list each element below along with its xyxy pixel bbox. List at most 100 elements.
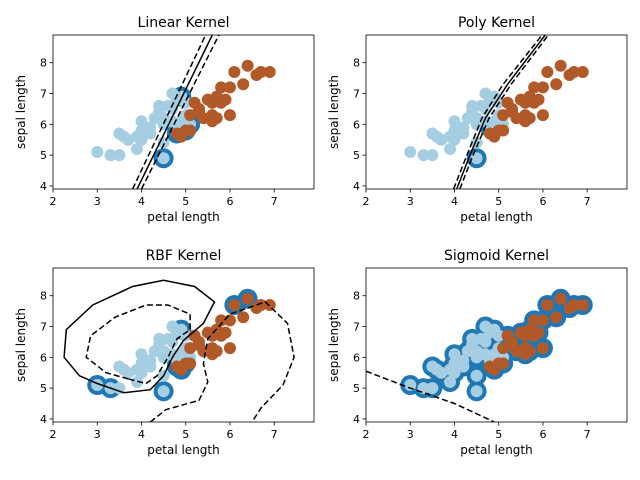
data-point-class-b: [554, 292, 567, 305]
data-point-class-a: [470, 385, 483, 398]
chart-panel-2: 2 3 4 5 6 7 4 5 6 7 8 Poly Kernel petal length sepal …: [327, 15, 628, 224]
data-point-class-b: [241, 292, 254, 305]
x-tick-label: 5: [182, 195, 189, 208]
data-point-class-b: [228, 298, 241, 311]
data-point-class-a: [444, 375, 457, 388]
x-tick-label: 7: [271, 195, 278, 208]
data-point-class-b: [192, 102, 205, 115]
data-point-class-a: [466, 332, 479, 345]
data-point-class-b: [550, 311, 563, 324]
y-tick-label: 5: [40, 149, 47, 162]
x-tick-label: 7: [271, 428, 278, 441]
data-point-class-a: [144, 360, 157, 373]
data-point-class-b: [536, 81, 549, 94]
data-point-class-b: [567, 298, 580, 311]
x-tick-label: 5: [495, 428, 502, 441]
x-axis-label: petal length: [147, 210, 219, 224]
data-point-class-b: [237, 78, 250, 91]
chart-title: Poly Kernel: [458, 15, 535, 31]
x-tick-label: 4: [138, 428, 145, 441]
data-point-class-a: [113, 382, 126, 395]
plot-area: [404, 35, 589, 189]
data-point-class-a: [426, 149, 439, 162]
x-tick-label: 5: [182, 428, 189, 441]
margin-boundary: [149, 301, 295, 422]
y-tick-label: 6: [353, 351, 360, 364]
data-point-class-a: [457, 127, 470, 140]
y-tick-label: 4: [40, 180, 47, 193]
x-tick-label: 7: [584, 195, 591, 208]
x-tick-label: 2: [363, 428, 370, 441]
x-axis-label: petal length: [460, 210, 532, 224]
data-point-class-b: [536, 314, 549, 327]
data-point-class-a: [417, 149, 430, 162]
margin-boundary: [366, 370, 495, 422]
data-point-class-a: [91, 146, 104, 159]
y-tick-label: 6: [40, 351, 47, 364]
data-point-class-a: [448, 115, 461, 128]
data-point-class-a: [157, 385, 170, 398]
data-point-class-a: [135, 348, 148, 361]
plot-area: [63, 279, 295, 422]
data-point-class-b: [223, 81, 236, 94]
x-tick-label: 2: [50, 428, 57, 441]
data-point-class-a: [404, 379, 417, 392]
x-tick-label: 4: [451, 195, 458, 208]
decision-boundary: [456, 35, 546, 189]
data-point-class-b: [576, 65, 589, 78]
data-point-class-b: [223, 342, 236, 355]
data-point-class-b: [241, 59, 254, 72]
axes-frame: [365, 34, 628, 190]
y-axis-label: sepal length: [327, 75, 341, 149]
axes-frame: [52, 267, 315, 423]
x-tick-label: 3: [407, 195, 414, 208]
data-point-class-a: [470, 152, 483, 165]
data-point-class-a: [144, 127, 157, 140]
data-point-class-b: [576, 298, 589, 311]
data-point-class-b: [528, 81, 541, 94]
x-tick-label: 2: [363, 195, 370, 208]
x-axis-label: petal length: [460, 443, 532, 457]
data-point-class-b: [532, 326, 545, 339]
data-point-class-b: [192, 335, 205, 348]
data-point-class-b: [567, 65, 580, 78]
chart-title: RBF Kernel: [146, 248, 222, 264]
data-point-class-a: [166, 335, 179, 348]
data-point-class-a: [426, 382, 439, 395]
data-point-class-a: [157, 152, 170, 165]
y-tick-label: 4: [353, 413, 360, 426]
chart-title: Linear Kernel: [138, 15, 230, 31]
y-axis-label: sepal length: [14, 75, 28, 149]
chart-panel-1: 2 3 4 5 6 7 4 5 6 7 8 Linear Kernel petal length sepa…: [14, 15, 315, 224]
chart-panel-3: 2 3 4 5 6 7 4 5 6 7 8 RBF Kernel petal length sepal l…: [14, 248, 315, 457]
y-tick-label: 4: [353, 180, 360, 193]
plot-area: [91, 35, 276, 189]
data-point-class-a: [444, 142, 457, 155]
x-tick-label: 6: [539, 195, 546, 208]
x-tick-label: 6: [226, 195, 233, 208]
y-axis-label: sepal length: [14, 308, 28, 382]
data-point-class-a: [113, 149, 126, 162]
data-point-class-b: [523, 345, 536, 358]
y-tick-label: 7: [40, 88, 47, 101]
data-point-class-a: [457, 360, 470, 373]
axes-frame: [365, 267, 628, 423]
x-tick-label: 3: [94, 195, 101, 208]
data-point-class-b: [263, 298, 276, 311]
data-point-class-b: [210, 112, 223, 125]
data-point-class-b: [219, 326, 232, 339]
data-point-class-a: [479, 102, 492, 115]
x-tick-label: 7: [584, 428, 591, 441]
y-tick-label: 8: [353, 290, 360, 303]
chart-title: Sigmoid Kernel: [444, 248, 549, 264]
data-point-class-a: [466, 99, 479, 112]
data-point-class-b: [184, 357, 197, 370]
data-point-class-b: [254, 298, 267, 311]
data-point-class-b: [505, 335, 518, 348]
x-tick-label: 3: [94, 428, 101, 441]
x-tick-label: 6: [226, 428, 233, 441]
margin-boundary: [140, 35, 220, 189]
x-tick-label: 4: [138, 195, 145, 208]
y-tick-label: 8: [40, 57, 47, 70]
data-point-class-b: [263, 65, 276, 78]
